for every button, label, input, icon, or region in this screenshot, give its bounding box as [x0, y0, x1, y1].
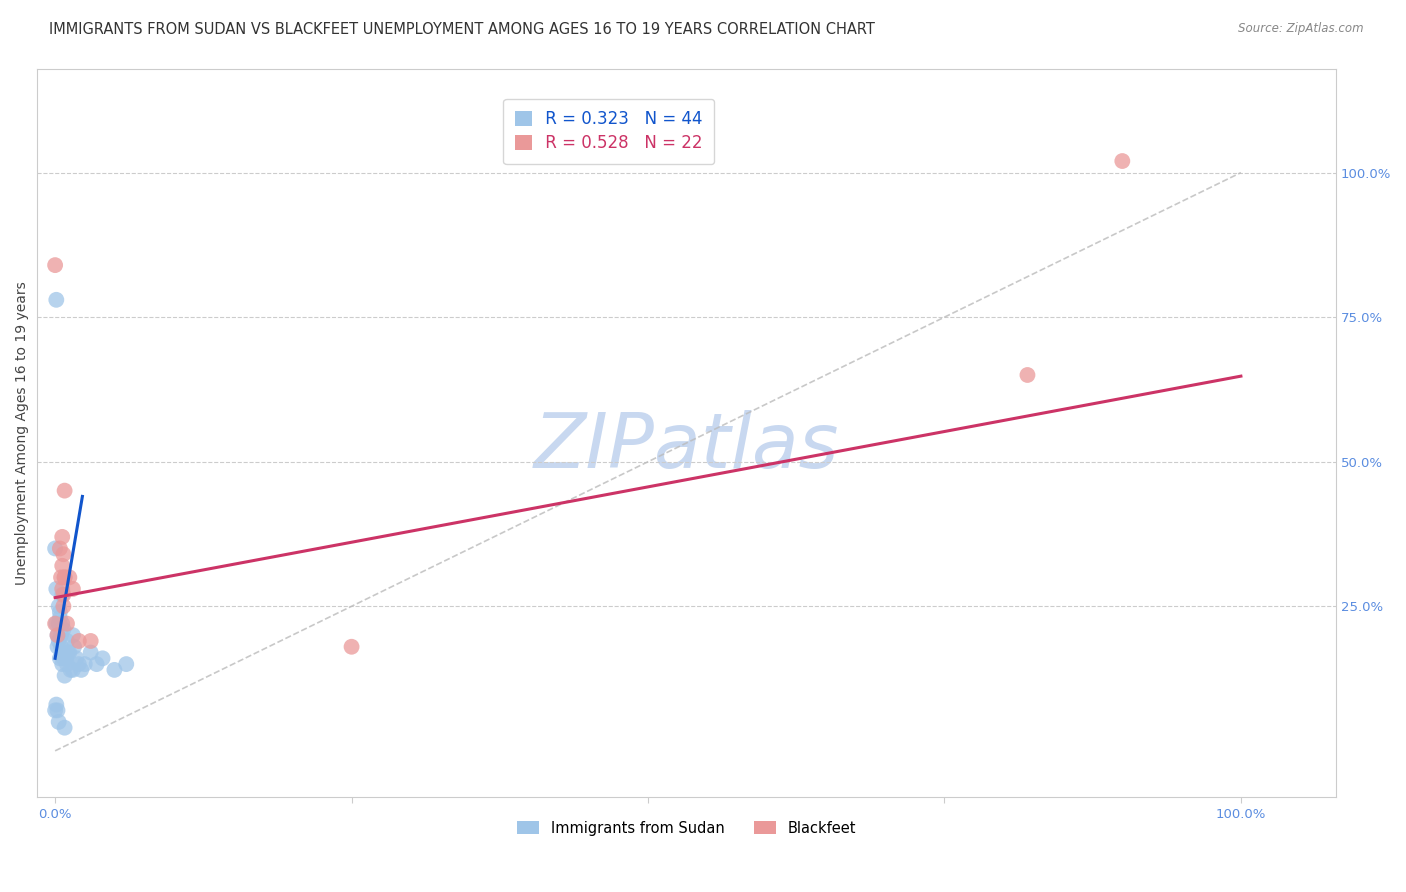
Y-axis label: Unemployment Among Ages 16 to 19 years: Unemployment Among Ages 16 to 19 years — [15, 281, 30, 584]
Point — [115, 657, 138, 672]
Point — [52, 588, 75, 602]
Point — [49, 605, 72, 619]
Point — [45, 293, 67, 307]
Point — [53, 570, 76, 584]
Point — [65, 651, 87, 665]
Point — [63, 640, 86, 654]
Point — [52, 623, 75, 637]
Point — [62, 582, 84, 596]
Point — [56, 646, 79, 660]
Point — [62, 663, 84, 677]
Point — [49, 541, 72, 556]
Point — [49, 611, 72, 625]
Point — [48, 714, 70, 729]
Point — [1111, 154, 1133, 169]
Point — [49, 640, 72, 654]
Text: Source: ZipAtlas.com: Source: ZipAtlas.com — [1239, 22, 1364, 36]
Point — [58, 570, 80, 584]
Point — [56, 616, 79, 631]
Point — [48, 634, 70, 648]
Point — [73, 657, 96, 672]
Point — [44, 616, 66, 631]
Point — [45, 616, 67, 631]
Point — [48, 599, 70, 614]
Text: IMMIGRANTS FROM SUDAN VS BLACKFEET UNEMPLOYMENT AMONG AGES 16 TO 19 YEARS CORREL: IMMIGRANTS FROM SUDAN VS BLACKFEET UNEMP… — [49, 22, 875, 37]
Point — [46, 628, 69, 642]
Point — [340, 640, 363, 654]
Point — [44, 258, 66, 272]
Point — [1017, 368, 1039, 382]
Point — [52, 547, 75, 561]
Point — [67, 634, 90, 648]
Point — [49, 628, 72, 642]
Text: ZIPatlas: ZIPatlas — [534, 410, 839, 484]
Point — [53, 483, 76, 498]
Point — [46, 703, 69, 717]
Point — [52, 599, 75, 614]
Point — [52, 651, 75, 665]
Point — [91, 651, 114, 665]
Point — [51, 530, 73, 544]
Point — [51, 657, 73, 672]
Point — [49, 651, 72, 665]
Point — [80, 646, 103, 660]
Point — [45, 582, 67, 596]
Point — [56, 634, 79, 648]
Point — [45, 698, 67, 712]
Point — [70, 663, 93, 677]
Point — [49, 570, 72, 584]
Legend: Immigrants from Sudan, Blackfeet: Immigrants from Sudan, Blackfeet — [509, 812, 865, 845]
Point — [48, 616, 70, 631]
Point — [53, 668, 76, 682]
Point — [53, 570, 76, 584]
Point — [103, 663, 125, 677]
Point — [51, 582, 73, 596]
Point — [55, 651, 77, 665]
Point — [51, 616, 73, 631]
Point — [56, 657, 79, 672]
Point — [51, 588, 73, 602]
Point — [51, 558, 73, 573]
Point — [46, 628, 69, 642]
Point — [67, 657, 90, 672]
Point — [46, 640, 69, 654]
Point — [53, 646, 76, 660]
Point — [53, 721, 76, 735]
Point — [44, 703, 66, 717]
Point — [58, 646, 80, 660]
Point — [44, 541, 66, 556]
Point — [80, 634, 103, 648]
Point — [62, 628, 84, 642]
Point — [59, 663, 82, 677]
Point — [86, 657, 108, 672]
